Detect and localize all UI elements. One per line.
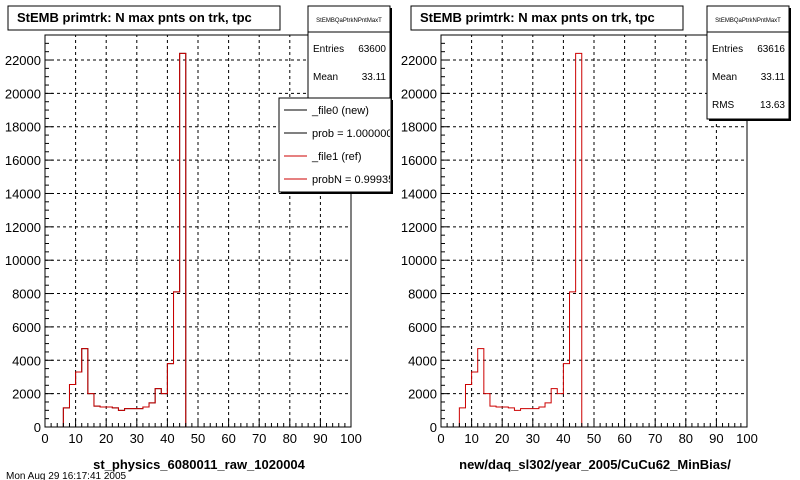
histogram-panel-1: 0 2000 4000 6000 8000 10000 12000 14000 16000 180… <box>5 5 400 472</box>
stats-header: StEMBQaPtrkNPntMaxT <box>316 18 382 24</box>
chart-title: StEMB primtrk: N max pnts on trk, tpc <box>420 10 655 25</box>
y-tick-label: 10000 <box>401 253 437 268</box>
title-box <box>410 5 684 31</box>
stats-value: 63600 <box>358 44 386 55</box>
y-tick-label: 4000 <box>12 353 41 368</box>
y-tick-label: 0 <box>34 420 41 435</box>
y-tick-label: 0 <box>430 420 437 435</box>
x-tick-label: 60 <box>221 431 235 446</box>
x-tick-label: 60 <box>617 431 631 446</box>
stats-box: StEMBQaPtrkNPntMaxT Entries 63616 Mean 33.11… <box>706 5 791 121</box>
x-tick-label: 100 <box>736 431 758 446</box>
x-tick-label: 20 <box>495 431 509 446</box>
x-tick-label: 50 <box>587 431 601 446</box>
x-tick-label: 70 <box>648 431 662 446</box>
stats-box-frame <box>706 5 790 120</box>
stats-label: Entries <box>712 44 743 55</box>
x-tick-label: 10 <box>68 431 82 446</box>
y-tick-label: 6000 <box>12 320 41 335</box>
x-tick-label: 30 <box>130 431 144 446</box>
stats-label: Mean <box>712 72 737 83</box>
y-tick-label: 4000 <box>408 353 437 368</box>
x-tick-label: 80 <box>679 431 693 446</box>
stats-value: 13.63 <box>760 100 785 111</box>
y-tick-label: 14000 <box>401 186 437 201</box>
x-tick-label: 50 <box>191 431 205 446</box>
x-tick-label: 100 <box>340 431 362 446</box>
footer-timestamp: Mon Aug 29 16:17:41 2005 <box>6 471 127 480</box>
y-tick-label: 22000 <box>5 53 41 68</box>
y-tick-label: 12000 <box>5 220 41 235</box>
x-axis-label: new/daq_sl302/year_2005/CuCu62_MinBias/ <box>459 457 731 472</box>
y-tick-label: 2000 <box>12 387 41 402</box>
y-tick-label: 16000 <box>401 153 437 168</box>
y-tick-label: 16000 <box>5 153 41 168</box>
histogram-panel-2: 0 2000 4000 6000 8000 10000 12000 14000 16000 180… <box>401 5 791 472</box>
x-tick-label: 20 <box>99 431 113 446</box>
legend: _file0 (new) prob = 1.000000 _file1 (ref) p… <box>278 97 400 194</box>
legend-entry-label: prob = 1.000000 <box>312 128 392 140</box>
x-tick-label: 40 <box>160 431 174 446</box>
x-tick-label: 0 <box>437 431 444 446</box>
y-tick-label: 6000 <box>408 320 437 335</box>
stats-value: 63616 <box>757 44 785 55</box>
stats-label: Entries <box>313 44 344 55</box>
x-tick-label: 30 <box>526 431 540 446</box>
legend-frame <box>278 97 392 193</box>
title-box <box>7 5 281 31</box>
x-tick-label: 80 <box>283 431 297 446</box>
grid <box>45 35 351 427</box>
y-tick-label: 20000 <box>401 86 437 101</box>
x-tick-label: 90 <box>313 431 327 446</box>
x-axis-label: st_physics_6080011_raw_1020004 <box>93 457 306 472</box>
legend-entry-label: _file0 (new) <box>311 105 369 117</box>
stats-header: StEMBQaPtrkNPntMaxT <box>715 18 781 24</box>
stats-label: Mean <box>313 72 338 83</box>
chart-title: StEMB primtrk: N max pnts on trk, tpc <box>17 10 252 25</box>
y-tick-label: 8000 <box>408 287 437 302</box>
y-tick-label: 12000 <box>401 220 437 235</box>
y-tick-label: 18000 <box>5 120 41 135</box>
x-tick-label: 40 <box>556 431 570 446</box>
y-tick-label: 20000 <box>5 86 41 101</box>
stats-value: 33.11 <box>761 72 786 83</box>
stats-label: RMS <box>712 100 735 111</box>
x-tick-label: 0 <box>41 431 48 446</box>
y-tick-label: 8000 <box>12 287 41 302</box>
y-tick-label: 22000 <box>401 53 437 68</box>
legend-entry-label: _file1 (ref) <box>311 151 362 163</box>
x-tick-label: 70 <box>252 431 266 446</box>
legend-entries: _file0 (new) prob = 1.000000 _file1 (ref) p… <box>284 105 400 186</box>
x-tick-label: 10 <box>464 431 478 446</box>
y-tick-label: 2000 <box>408 387 437 402</box>
x-tick-label: 90 <box>709 431 723 446</box>
legend-entry-label: probN = 0.999359 <box>312 174 400 186</box>
stats-value: 33.11 <box>362 72 387 83</box>
y-tick-label: 14000 <box>5 186 41 201</box>
y-tick-label: 18000 <box>401 120 437 135</box>
grid <box>441 35 747 427</box>
y-tick-label: 10000 <box>5 253 41 268</box>
